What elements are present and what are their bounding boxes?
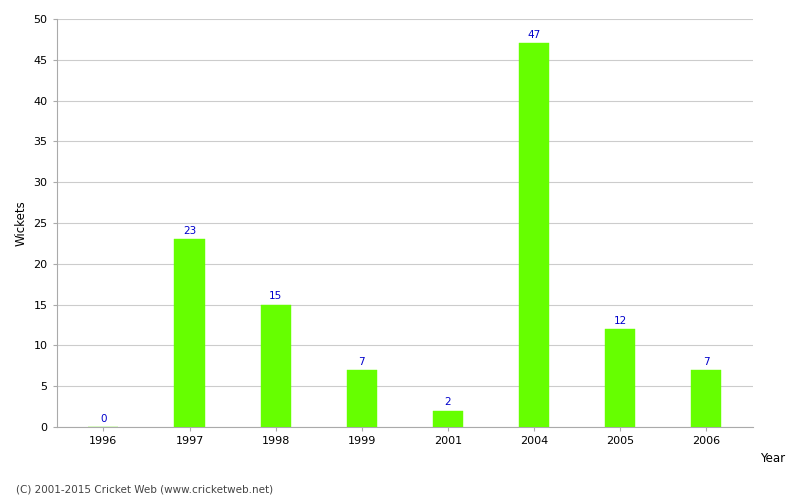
Text: Year: Year bbox=[760, 452, 785, 465]
Text: 23: 23 bbox=[183, 226, 196, 236]
Bar bbox=[519, 44, 549, 427]
Text: 47: 47 bbox=[527, 30, 541, 40]
Y-axis label: Wickets: Wickets bbox=[15, 200, 28, 246]
Text: 15: 15 bbox=[269, 292, 282, 302]
Text: (C) 2001-2015 Cricket Web (www.cricketweb.net): (C) 2001-2015 Cricket Web (www.cricketwe… bbox=[16, 485, 273, 495]
Text: 0: 0 bbox=[100, 414, 106, 424]
Bar bbox=[174, 240, 205, 427]
Bar bbox=[346, 370, 377, 427]
Bar bbox=[433, 410, 463, 427]
Text: 7: 7 bbox=[358, 356, 365, 366]
Bar bbox=[261, 304, 290, 427]
Text: 7: 7 bbox=[703, 356, 710, 366]
Bar bbox=[691, 370, 722, 427]
Bar bbox=[605, 329, 635, 427]
Text: 12: 12 bbox=[614, 316, 626, 326]
Text: 2: 2 bbox=[445, 398, 451, 407]
